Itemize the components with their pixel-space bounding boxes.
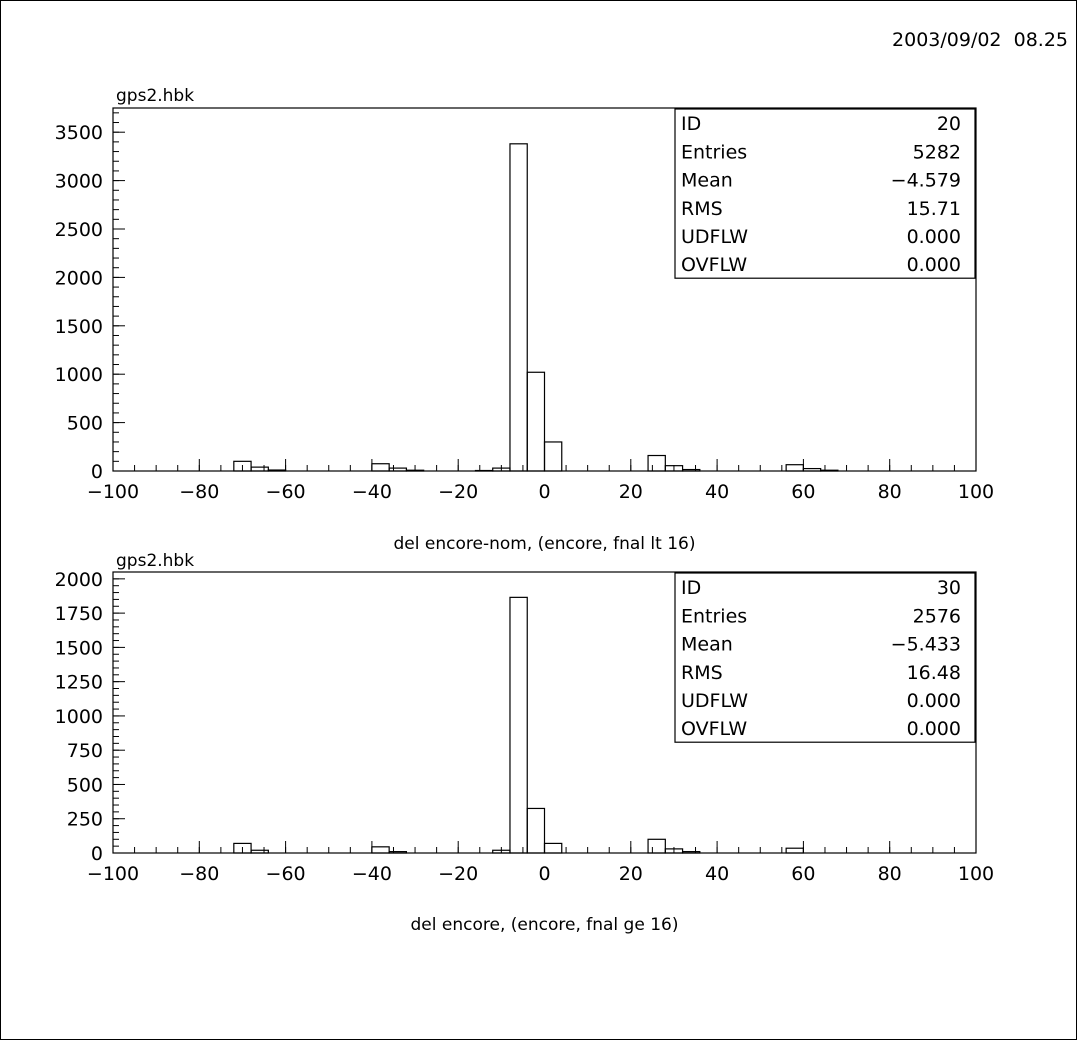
y-tick-label: 0 [91, 461, 103, 483]
histogram-bin [527, 808, 544, 853]
x-tick-label: −100 [87, 481, 139, 503]
histogram-bin [683, 470, 700, 471]
stats-label: RMS [681, 198, 723, 220]
histogram-bin [786, 465, 803, 471]
x-tick-label: −40 [352, 863, 392, 885]
y-tick-label: 3500 [55, 122, 103, 144]
stats-value: 0.000 [907, 254, 961, 276]
panel-title: gps2.hbk [116, 551, 194, 571]
x-tick-label: 80 [878, 863, 902, 885]
x-tick-label: 60 [791, 481, 815, 503]
x-tick-label: 80 [878, 481, 902, 503]
x-tick-label: 0 [538, 481, 550, 503]
y-tick-label: 500 [67, 774, 103, 796]
histogram-bin [648, 839, 665, 853]
x-tick-label: 20 [619, 481, 643, 503]
stats-value: 2576 [913, 605, 961, 627]
stats-label: OVFLW [681, 254, 747, 276]
y-tick-label: 0 [91, 843, 103, 865]
stats-value: 15.71 [907, 198, 961, 220]
histogram-bin [683, 852, 700, 853]
y-tick-label: 2000 [55, 267, 103, 289]
x-tick-label: 0 [538, 863, 550, 885]
stats-value: 0.000 [907, 690, 961, 712]
histogram-bin [786, 848, 803, 853]
histogram-bin [406, 470, 423, 471]
histogram-bin [527, 372, 544, 471]
stats-label: Mean [681, 170, 733, 192]
stats-value: 0.000 [907, 226, 961, 248]
x-tick-label: −80 [179, 481, 219, 503]
histogram-bin [389, 468, 406, 471]
x-tick-label: 60 [791, 863, 815, 885]
histogram-bin [251, 467, 268, 471]
y-tick-label: 1500 [55, 316, 103, 338]
histogram-bin [545, 843, 562, 853]
x-tick-label: −60 [266, 481, 306, 503]
panel-title: gps2.hbk [116, 86, 194, 106]
histogram-panel-1: gps2.hbk0500100015002000250030003500−100… [55, 86, 994, 554]
histogram-bin [803, 469, 820, 471]
x-tick-label: −40 [352, 481, 392, 503]
stats-label: ID [681, 113, 701, 135]
stats-label: RMS [681, 662, 723, 684]
histogram-bin [372, 464, 389, 471]
stats-label: OVFLW [681, 718, 747, 740]
stats-value: 20 [937, 113, 961, 135]
y-tick-label: 500 [67, 413, 103, 435]
stats-box-frame [675, 109, 975, 278]
stats-label: Entries [681, 605, 747, 627]
x-tick-label: −20 [438, 481, 478, 503]
x-axis-label: del encore, (encore, fnal ge 16) [411, 915, 679, 935]
x-tick-label: −60 [266, 863, 306, 885]
x-tick-label: 20 [619, 863, 643, 885]
x-tick-label: −80 [179, 863, 219, 885]
histogram-bin [268, 470, 285, 471]
histogram-bin [648, 456, 665, 471]
histogram-bin [510, 144, 527, 471]
stats-label: ID [681, 577, 701, 599]
stats-label: Mean [681, 634, 733, 656]
y-tick-label: 2000 [55, 569, 103, 591]
stats-value: 5282 [913, 141, 961, 163]
stats-value: −4.579 [891, 170, 961, 192]
stats-value: 0.000 [907, 718, 961, 740]
x-tick-label: 100 [958, 863, 994, 885]
stats-value: 16.48 [907, 662, 961, 684]
histogram-bin [545, 442, 562, 471]
x-tick-label: 100 [958, 481, 994, 503]
y-tick-label: 1000 [55, 364, 103, 386]
y-tick-label: 1750 [55, 603, 103, 625]
x-tick-label: −100 [87, 863, 139, 885]
histogram-panel-2: gps2.hbk025050075010001250150017502000−1… [55, 551, 994, 935]
y-tick-label: 250 [67, 809, 103, 831]
y-tick-label: 750 [67, 740, 103, 762]
stats-label: UDFLW [681, 226, 748, 248]
y-tick-label: 3000 [55, 171, 103, 193]
histogram-bin [821, 470, 838, 471]
timestamp: 2003/09/02 08.25 [892, 29, 1068, 51]
x-tick-label: 40 [705, 481, 729, 503]
y-tick-label: 2500 [55, 219, 103, 241]
histogram-bin [510, 597, 527, 853]
stats-label: UDFLW [681, 690, 748, 712]
stats-box: ID 30 Entries 2576 Mean −5.433 RMS 16.48 UDFLW 0.… [675, 573, 975, 742]
y-tick-label: 1500 [55, 637, 103, 659]
histogram-bin [389, 852, 406, 853]
stats-value: 30 [937, 577, 961, 599]
histogram-bin [251, 850, 268, 853]
stats-box-frame [675, 573, 975, 742]
x-axis-label: del encore-nom, (encore, fnal lt 16) [394, 534, 696, 554]
histogram-bin [372, 847, 389, 853]
y-tick-label: 1250 [55, 672, 103, 694]
stats-value: −5.433 [891, 634, 961, 656]
x-tick-label: −20 [438, 863, 478, 885]
x-tick-label: 40 [705, 863, 729, 885]
stats-box: ID 20 Entries 5282 Mean −4.579 RMS 15.71 UDFLW 0.… [675, 109, 975, 278]
y-tick-label: 1000 [55, 706, 103, 728]
stats-label: Entries [681, 141, 747, 163]
